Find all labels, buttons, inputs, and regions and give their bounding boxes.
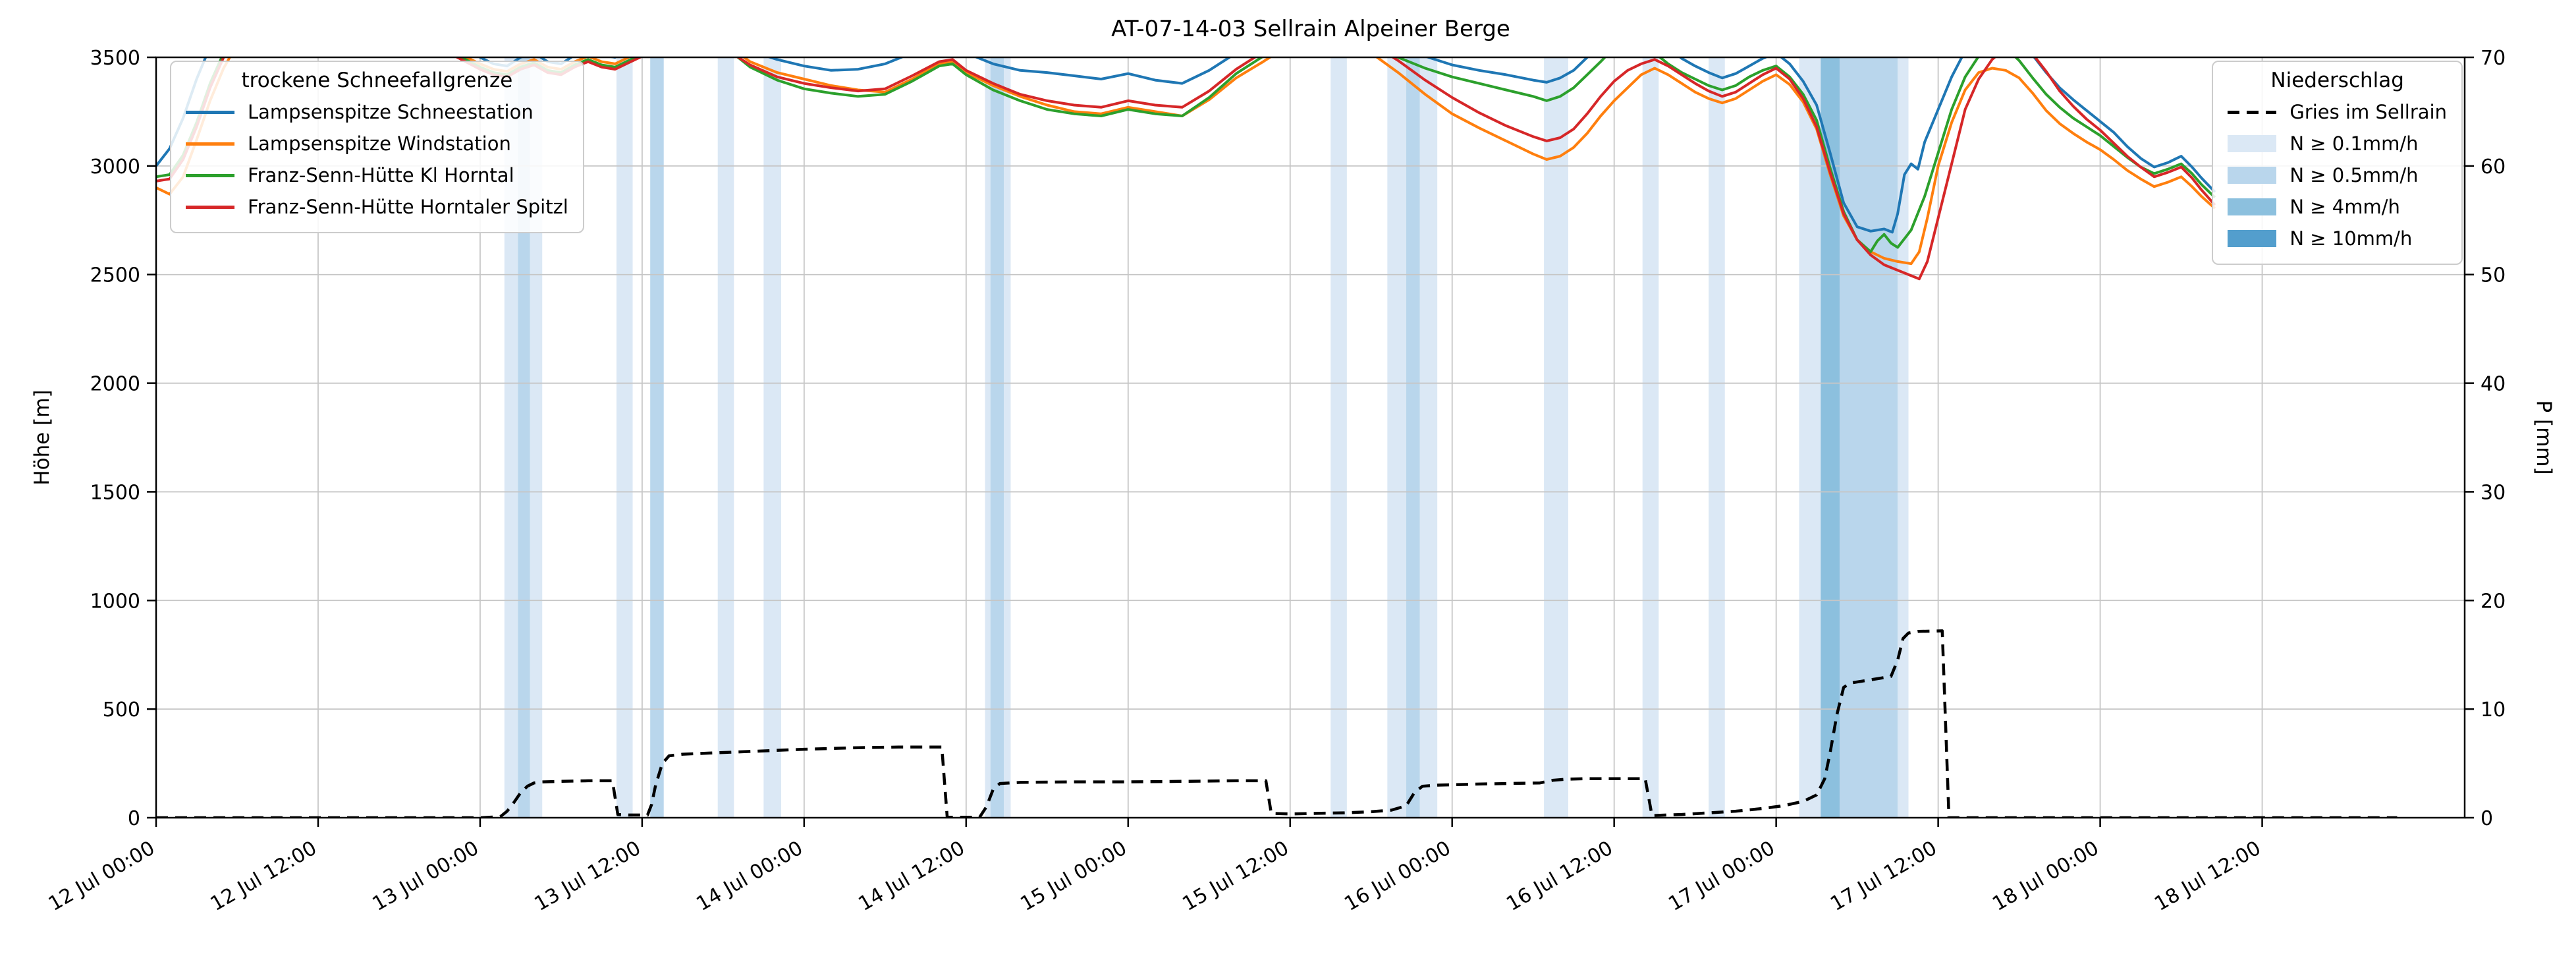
precip-line-gries-im-sellrain	[156, 629, 2398, 818]
y-right-tick-label: 60	[2480, 156, 2506, 179]
legend-line-swatch	[186, 205, 234, 209]
x-tick-label: 14 Jul 12:00	[855, 837, 969, 916]
legend-item-windstation: Lampsenspitze Windstation	[186, 128, 568, 159]
y-left-tick-label: 2000	[90, 373, 140, 396]
precip-band	[1799, 57, 1821, 818]
precip-band	[1004, 57, 1011, 818]
legend-patch-swatch	[2228, 167, 2277, 184]
legend-dashed-line-swatch	[2228, 110, 2277, 114]
legend-item-schneestation: Lampsenspitze Schneestation	[186, 96, 568, 128]
legend-line-swatch	[186, 142, 234, 146]
x-tick-label: 17 Jul 12:00	[1826, 837, 1940, 916]
legend-item-label: Lampsenspitze Schneestation	[248, 101, 534, 123]
legend-item-label: Franz-Senn-Hütte Horntaler Spitzl	[248, 196, 568, 218]
x-tick-label: 18 Jul 12:00	[2151, 837, 2264, 916]
x-tick-label: 15 Jul 00:00	[1016, 837, 1130, 916]
x-tick-label: 14 Jul 00:00	[693, 837, 807, 916]
y-right-tick-label: 40	[2480, 373, 2506, 396]
y-left-tick-label: 3000	[90, 156, 140, 179]
y-right-tick-label: 10	[2480, 698, 2506, 722]
legend-item-intensity-10: N ≥ 10mm/h	[2228, 223, 2447, 254]
y-right-tick-label: 0	[2480, 807, 2493, 830]
legend-item-label: N ≥ 4mm/h	[2289, 196, 2400, 218]
x-tick-label: 13 Jul 00:00	[369, 837, 483, 916]
y-right-tick-label: 50	[2480, 264, 2506, 287]
precip-band	[1387, 57, 1407, 818]
legend-item-label: N ≥ 0.5mm/h	[2289, 164, 2419, 186]
precip-band	[1709, 57, 1725, 818]
precip-band	[990, 57, 1004, 818]
legend-snowline-title: trockene Schneefallgrenze	[241, 69, 513, 92]
snowline-schneestation	[156, 57, 2216, 234]
x-tick-label: 17 Jul 00:00	[1664, 837, 1778, 916]
y-axis-label-right: P [mm]	[2532, 400, 2556, 475]
legend-item-intensity-0.5: N ≥ 0.5mm/h	[2228, 159, 2447, 191]
precip-band	[1544, 57, 1568, 818]
precip-band	[1839, 57, 1898, 818]
legend-item-label: Gries im Sellrain	[2289, 101, 2447, 123]
x-tick-label: 12 Jul 00:00	[45, 837, 159, 916]
legend-snowline: trockene Schneefallgrenze Lampsenspitze …	[170, 61, 584, 233]
x-tick-label: 18 Jul 00:00	[1988, 837, 2102, 916]
x-tick-label: 16 Jul 00:00	[1340, 837, 1454, 916]
legend-line-swatch	[186, 110, 234, 114]
precip-band	[650, 57, 664, 818]
legend-patch-swatch	[2228, 230, 2277, 247]
precip-band	[1898, 57, 1909, 818]
y-left-tick-label: 1500	[90, 481, 140, 504]
y-right-tick-label: 20	[2480, 590, 2506, 613]
y-left-tick-label: 0	[128, 807, 140, 830]
precip-band	[1642, 57, 1659, 818]
legend-line-swatch	[186, 173, 234, 177]
x-tick-label: 16 Jul 12:00	[1502, 837, 1616, 916]
precip-band	[530, 57, 543, 818]
legend-item-label: N ≥ 0.1mm/h	[2289, 132, 2419, 155]
x-tick-label: 13 Jul 12:00	[531, 837, 645, 916]
x-tick-label: 15 Jul 12:00	[1178, 837, 1292, 916]
legend-item-label: N ≥ 10mm/h	[2289, 227, 2413, 250]
legend-item-horntaler-spitzl: Franz-Senn-Hütte Horntaler Spitzl	[186, 191, 568, 223]
y-left-tick-label: 2500	[90, 264, 140, 287]
legend-item-kl-horntal: Franz-Senn-Hütte Kl Horntal	[186, 159, 568, 191]
legend-item-gries-im-sellrain: Gries im Sellrain	[2228, 96, 2447, 128]
precip-band	[1419, 57, 1438, 818]
legend-patch-swatch	[2228, 135, 2277, 152]
y-left-tick-label: 3500	[90, 47, 140, 70]
y-axis-label-left: Höhe [m]	[30, 389, 54, 486]
precip-band	[616, 57, 633, 818]
precip-band	[504, 57, 518, 818]
precip-band	[1821, 57, 1840, 818]
legend-item-intensity-4: N ≥ 4mm/h	[2228, 191, 2447, 223]
y-left-tick-label: 500	[103, 698, 140, 722]
y-right-tick-label: 70	[2480, 47, 2506, 70]
y-right-tick-label: 30	[2480, 481, 2506, 504]
legend-item-intensity-0.1: N ≥ 0.1mm/h	[2228, 128, 2447, 159]
legend-patch-swatch	[2228, 198, 2277, 215]
legend-item-label: Lampsenspitze Windstation	[248, 132, 511, 155]
axes-spines	[155, 56, 2466, 819]
precip-band	[763, 57, 782, 818]
x-tick-label: 12 Jul 12:00	[207, 837, 321, 916]
precip-band	[518, 57, 530, 818]
y-left-tick-label: 1000	[90, 590, 140, 613]
legend-precipitation-items: Gries im Sellrain N ≥ 0.1mm/h N ≥ 0.5mm/h N…	[2228, 96, 2447, 254]
legend-snowline-items: Lampsenspitze Schneestation Lampsenspitze…	[186, 96, 568, 223]
chart-title: AT-07-14-03 Sellrain Alpeiner Berge	[1111, 16, 1510, 42]
legend-item-label: Franz-Senn-Hütte Kl Horntal	[248, 164, 514, 186]
legend-precipitation: Niederschlag Gries im Sellrain N ≥ 0.1mm/…	[2212, 61, 2463, 265]
precip-band	[1330, 57, 1347, 818]
precip-band	[985, 57, 991, 818]
precip-bands	[504, 57, 1909, 818]
precip-band	[1406, 57, 1420, 818]
precip-band	[717, 57, 734, 818]
legend-precipitation-title: Niederschlag	[2270, 69, 2404, 92]
